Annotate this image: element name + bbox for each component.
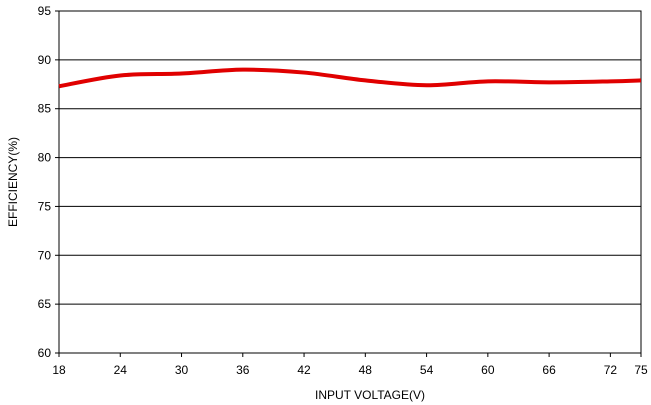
x-tick-label: 54 — [420, 363, 434, 377]
y-axis-ticks: 60 65 70 75 80 85 90 95 — [38, 4, 59, 360]
x-tick-label: 60 — [481, 363, 495, 377]
x-axis-ticks: 18 24 30 36 42 48 54 60 66 72 75 — [52, 353, 648, 377]
x-tick-label: 18 — [52, 363, 66, 377]
y-tick-label: 85 — [38, 102, 52, 116]
plot-area — [58, 10, 642, 354]
x-tick-label: 48 — [359, 363, 373, 377]
x-tick-label: 75 — [634, 363, 648, 377]
y-tick-label: 60 — [38, 346, 52, 360]
series-group — [58, 67, 642, 89]
x-tick-label: 66 — [542, 363, 556, 377]
x-tick-label: 36 — [236, 363, 250, 377]
y-tick-label: 90 — [38, 53, 52, 67]
y-axis-title: EFFICIENCY(%) — [6, 137, 20, 227]
y-tick-label: 70 — [38, 248, 52, 262]
y-tick-label: 80 — [38, 151, 52, 165]
efficiency-series-line — [58, 67, 642, 89]
y-tick-label: 95 — [38, 4, 52, 18]
x-tick-label: 24 — [114, 363, 128, 377]
x-tick-label: 30 — [175, 363, 189, 377]
x-tick-label: 72 — [604, 363, 618, 377]
x-axis-title: INPUT VOLTAGE(V) — [315, 388, 425, 402]
x-tick-label: 42 — [297, 363, 311, 377]
y-tick-label: 75 — [38, 199, 52, 213]
y-tick-label: 65 — [38, 297, 52, 311]
grid-lines — [59, 59, 641, 305]
